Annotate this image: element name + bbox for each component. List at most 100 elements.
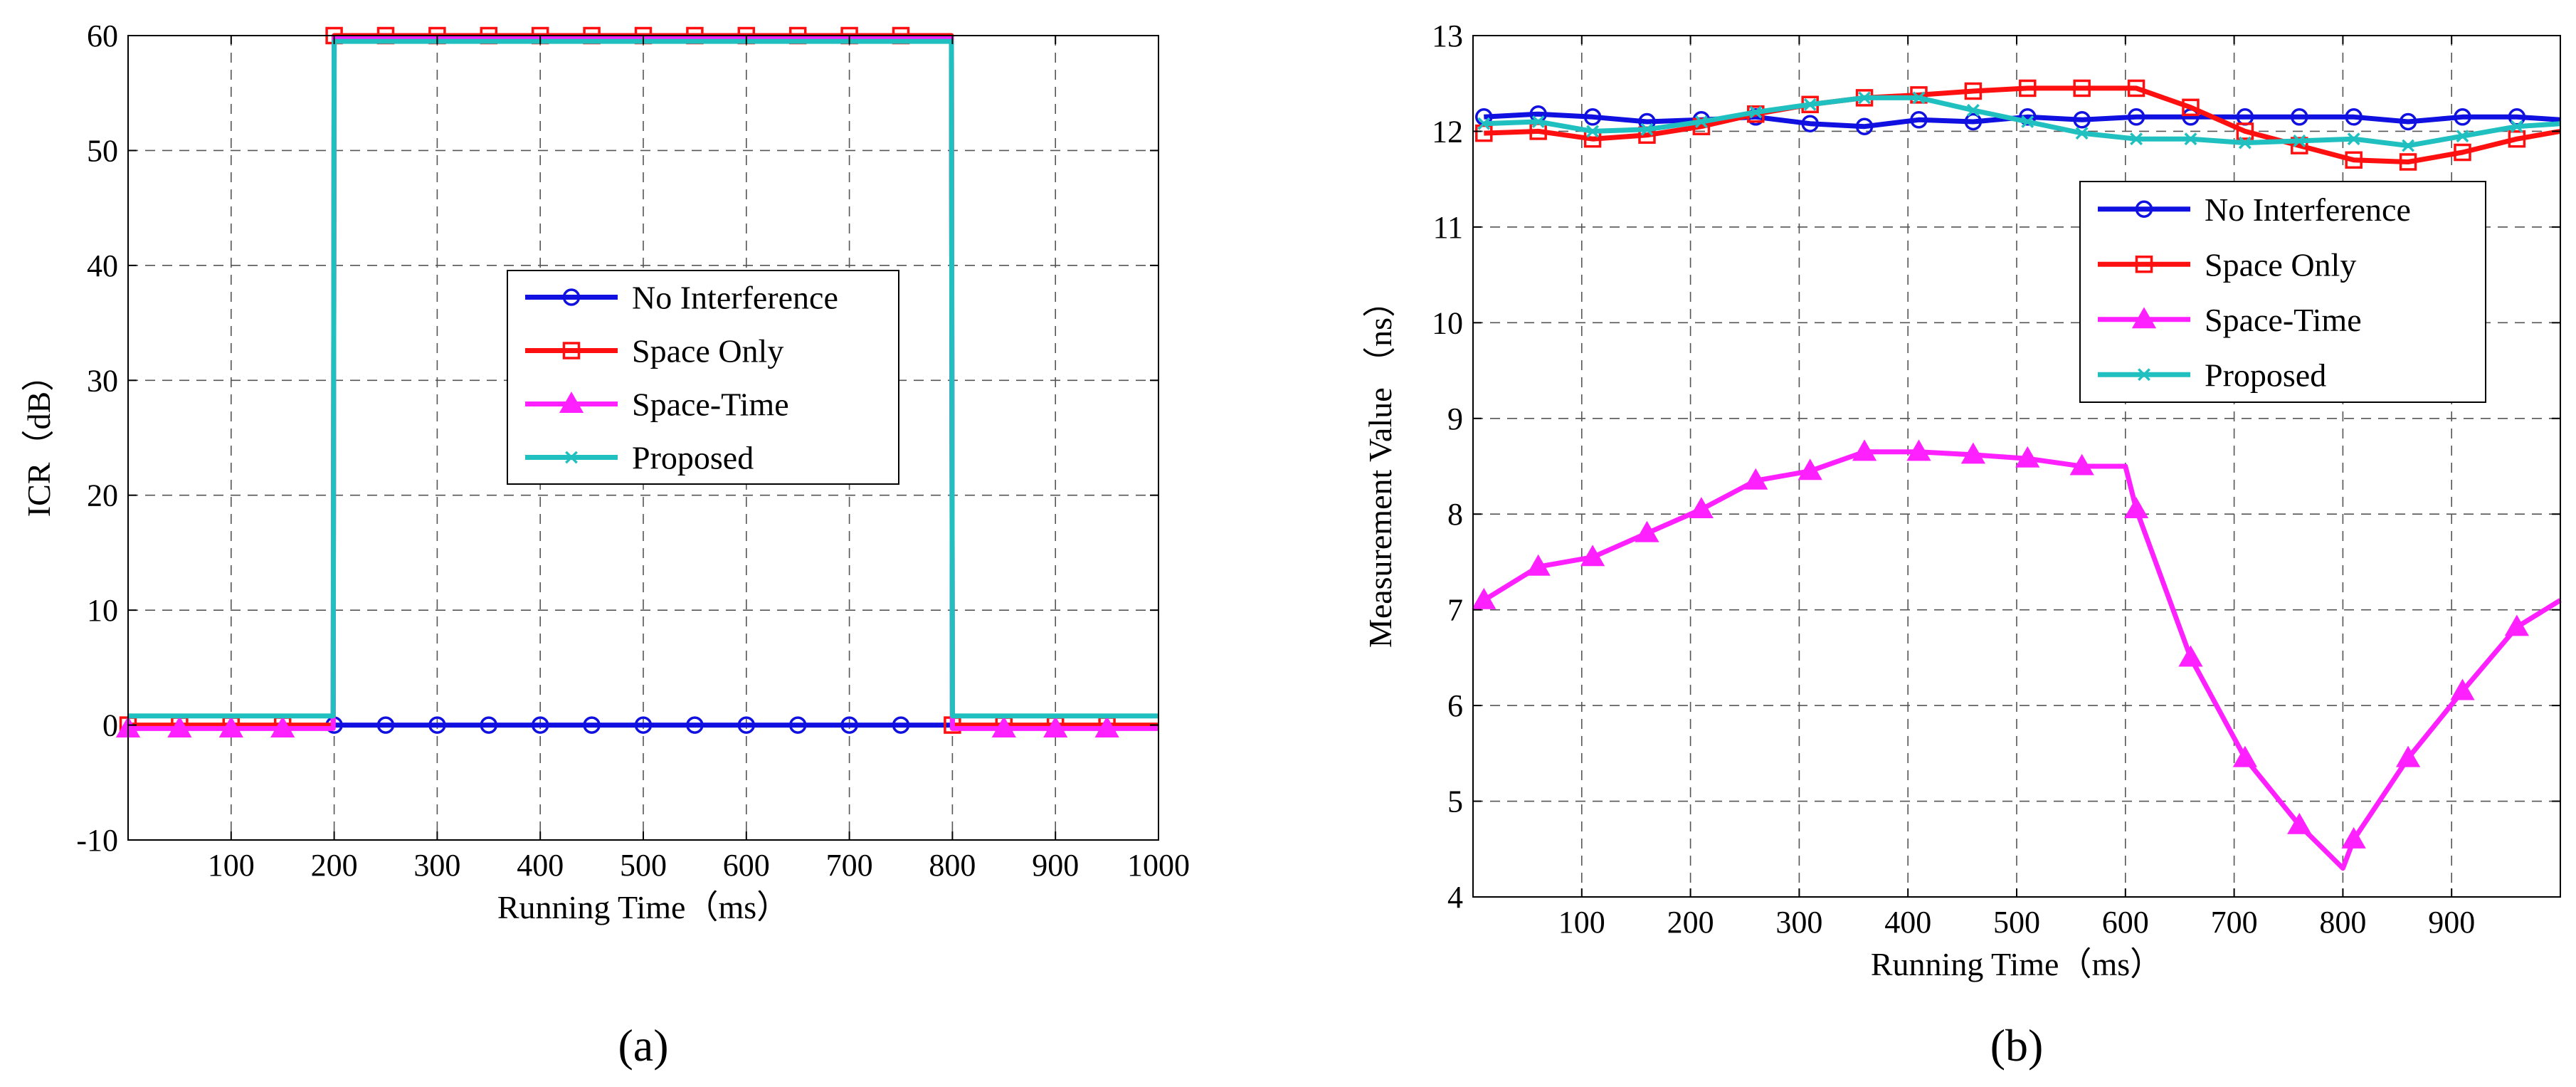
data-point-no-interference (1583, 108, 1602, 126)
data-point-proposed (2130, 132, 2143, 146)
data-point-space-time (1580, 545, 1605, 567)
legend-marker-no-interference (2135, 200, 2153, 218)
data-point-no-interference (892, 716, 910, 734)
data-point-space-time (1798, 458, 1822, 481)
data-point-space-time (1960, 442, 1986, 464)
data-point-space-time (1743, 468, 1768, 490)
data-point-space-time (2178, 645, 2203, 667)
legend-label: Space Only (632, 333, 783, 369)
data-point-no-interference (428, 716, 446, 734)
legend-label: Proposed (632, 440, 754, 476)
legend-marker-no-interference (562, 288, 581, 306)
legend-marker-space-time (2131, 307, 2157, 329)
data-point-proposed (2347, 132, 2360, 146)
x-tick-label: 900 (2428, 905, 2475, 940)
y-tick-label: 7 (1447, 593, 1463, 628)
legend-item-proposed: Proposed (525, 440, 754, 476)
y-tick-label: 20 (87, 478, 118, 513)
y-tick-label: -10 (76, 823, 118, 858)
data-point-no-interference (1855, 117, 1874, 135)
legend-item-space-only: Space Only (2098, 246, 2356, 283)
y-tick-label: 5 (1447, 784, 1463, 819)
data-point-proposed (2238, 136, 2252, 149)
data-point-space-time (1043, 715, 1068, 737)
data-point-space-time (2015, 446, 2040, 468)
data-point-no-interference (2127, 108, 2145, 126)
legend-marker-space-only (2135, 256, 2153, 273)
data-point-no-interference (376, 716, 395, 734)
data-point-space-time (1526, 554, 1551, 576)
panel-b-series (1472, 79, 2562, 871)
data-point-space-time (2287, 812, 2312, 834)
data-point-space-only (1475, 124, 1493, 142)
data-point-proposed (1749, 105, 1763, 119)
data-point-no-interference (686, 716, 704, 734)
legend-label: No Interference (632, 280, 838, 316)
data-point-no-interference (840, 716, 858, 734)
data-point-space-only (2019, 79, 2037, 98)
x-tick-label: 400 (1884, 905, 1931, 940)
data-point-space-only (1692, 117, 1711, 135)
y-tick-label: 10 (87, 593, 118, 628)
data-point-no-interference (480, 716, 498, 734)
y-tick-label: 40 (87, 248, 118, 283)
data-point-space-time (1472, 587, 1496, 609)
data-point-no-interference (583, 716, 601, 734)
legend-marker-space-only (562, 342, 581, 359)
data-point-space-time (2395, 745, 2421, 767)
data-point-space-only (1964, 82, 1983, 100)
x-tick-label: 400 (517, 848, 564, 883)
x-tick-label: 800 (2319, 905, 2366, 940)
x-tick-label: 100 (1558, 905, 1605, 940)
x-tick-label: 700 (826, 848, 873, 883)
data-point-space-time (218, 715, 243, 737)
data-point-proposed (1640, 122, 1654, 136)
panel-a-y-axis-label: ICR（dB） (21, 359, 57, 517)
panel-b-y-axis-label: Measurement Value （ns） (1362, 285, 1398, 648)
data-point-space-only (2236, 122, 2254, 140)
data-point-proposed (1531, 115, 1545, 128)
x-tick-label: 200 (1667, 905, 1714, 940)
y-tick-label: 13 (1432, 19, 1463, 53)
data-point-space-only (2454, 143, 2471, 162)
x-tick-label: 1000 (1127, 848, 1190, 883)
data-point-no-interference (1801, 115, 1819, 132)
data-point-space-only (2182, 98, 2200, 117)
data-point-space-only (1910, 86, 1928, 104)
series-line-no-interference (1484, 111, 2561, 130)
legend-label: No Interference (2205, 191, 2411, 228)
data-point-no-interference (1910, 111, 1928, 129)
legend-item-no-interference: No Interference (2098, 191, 2411, 228)
panel-a-legend-box (507, 270, 899, 485)
legend-label: Space-Time (632, 387, 789, 423)
x-tick-label: 300 (413, 848, 460, 883)
y-tick-label: 30 (87, 363, 118, 398)
series-line-space-only (1484, 85, 2561, 164)
x-tick-label: 600 (2102, 905, 2149, 940)
data-point-space-time (1906, 439, 1931, 461)
data-point-space-time (1852, 439, 1877, 461)
data-point-space-only (2508, 130, 2526, 148)
data-point-no-interference (634, 716, 653, 734)
x-tick-label: 800 (929, 848, 976, 883)
data-point-space-time (167, 715, 192, 737)
data-point-no-interference (2073, 111, 2091, 129)
series-proposed (1477, 91, 2561, 152)
data-point-proposed (2510, 120, 2523, 133)
panel-b-chart: 100 200 300 400 500 600 700 800 900 4 5 6 7 8 9 10 11 12 1… (1362, 19, 2562, 1071)
data-point-proposed (1586, 125, 1600, 138)
panel-a-x-axis-label: Running Time（ms） (497, 889, 789, 925)
x-tick-label: 100 (208, 848, 255, 883)
x-tick-label: 900 (1032, 848, 1079, 883)
data-point-space-time (2341, 826, 2366, 849)
data-point-proposed (1694, 115, 1708, 128)
legend-marker-proposed (565, 451, 578, 464)
legend-label: Space-Time (2205, 302, 2362, 338)
data-point-no-interference (531, 716, 549, 734)
series-space-time (1472, 439, 2562, 871)
data-point-no-interference (2291, 108, 2308, 126)
panel-b-legend: No Interference Space Only Space-Time Propo… (2079, 181, 2486, 403)
x-tick-label: 500 (1993, 905, 2040, 940)
data-point-no-interference (788, 716, 807, 734)
